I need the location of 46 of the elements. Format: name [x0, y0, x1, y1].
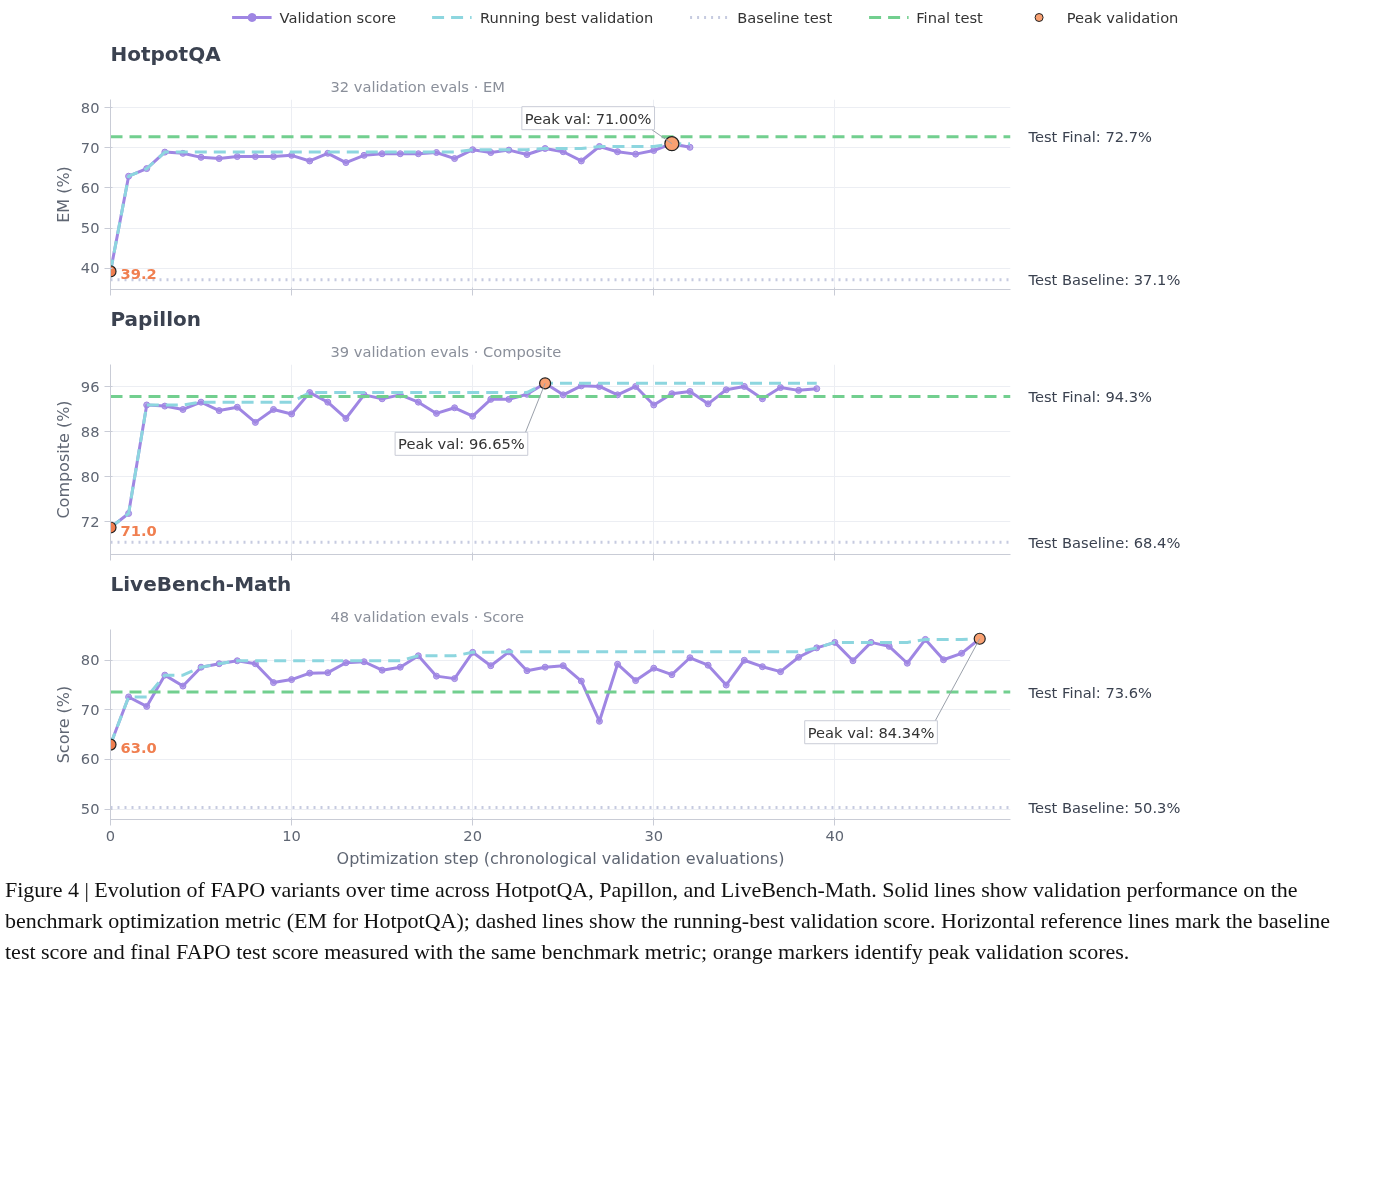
y-tick-label: 40: [80, 259, 100, 277]
y-tick-label: 50: [80, 800, 100, 818]
y-tick-label: 80: [80, 98, 100, 116]
x-tick-label: 30: [644, 826, 664, 844]
y-tick-label: 80: [80, 467, 100, 485]
y-tick-label: 72: [80, 512, 100, 530]
annotation: Peak val: 96.65%: [398, 435, 525, 453]
x-tick-label: 40: [825, 826, 845, 844]
annotation: Peak val: 71.00%: [524, 109, 652, 127]
legend-label: Peak validation: [1066, 8, 1179, 26]
y-tick-label: 60: [80, 750, 100, 768]
chart-title: HotpotQA: [110, 41, 222, 66]
annotation: Test Final: 73.6%: [1027, 683, 1153, 701]
y-axis-title: EM (%): [53, 166, 73, 223]
x-tick-label: 0: [105, 826, 116, 844]
caption: Figure 4 | Evolution of FAPO variants over time across HotpotQA, Papillon, and LiveBench-Math. Solid lines show validation performance on the benchmark optimization metric (EM for HotpotQA); dashed lines show the running-best validation score. Horizontal reference lines mark the baseline test score and final FAPO test score measured with the same benchmark metric; orange markers identify peak validation scores.: [5, 876, 1332, 966]
x-axis-title: Optimization step (chronological validation evaluations): [336, 848, 785, 868]
annotation: 63.0: [120, 738, 157, 756]
legend-label: Final test: [916, 8, 983, 26]
x-tick-label: 10: [282, 826, 301, 844]
y-tick-label: 60: [80, 178, 100, 196]
annotation: Test Final: 94.3%: [1027, 388, 1153, 406]
y-tick-label: 70: [80, 700, 100, 718]
chart-title: LiveBench-Math: [110, 571, 292, 596]
legend-label: Running best validation: [480, 8, 654, 26]
y-axis-title: Score (%): [53, 685, 73, 764]
annotation: Test Baseline: 50.3%: [1027, 799, 1181, 817]
annotation: Test Final: 72.7%: [1027, 128, 1153, 146]
legend-label: Validation score: [279, 8, 397, 26]
y-tick-label: 96: [80, 377, 100, 395]
chart-title: Papillon: [110, 306, 201, 331]
y-tick-label: 80: [80, 651, 100, 669]
annotation: Test Baseline: 37.1%: [1027, 271, 1181, 289]
legend-label: Baseline test: [737, 8, 833, 26]
annotation: Test Baseline: 68.4%: [1027, 533, 1181, 551]
annotation: 71.0: [120, 521, 157, 539]
annotation: Peak val: 84.34%: [807, 723, 935, 741]
annotation: 39.2: [120, 265, 157, 283]
chart-subtitle: 32 validation evals · EM: [330, 77, 505, 95]
y-tick-label: 50: [80, 219, 100, 237]
chart-subtitle: 48 validation evals · Score: [330, 607, 525, 625]
y-tick-label: 88: [80, 422, 100, 440]
chart-subtitle: 39 validation evals · Composite: [330, 342, 562, 360]
y-tick-label: 70: [80, 138, 100, 156]
y-axis-title: Composite (%): [53, 400, 73, 519]
x-tick-label: 20: [463, 826, 482, 844]
